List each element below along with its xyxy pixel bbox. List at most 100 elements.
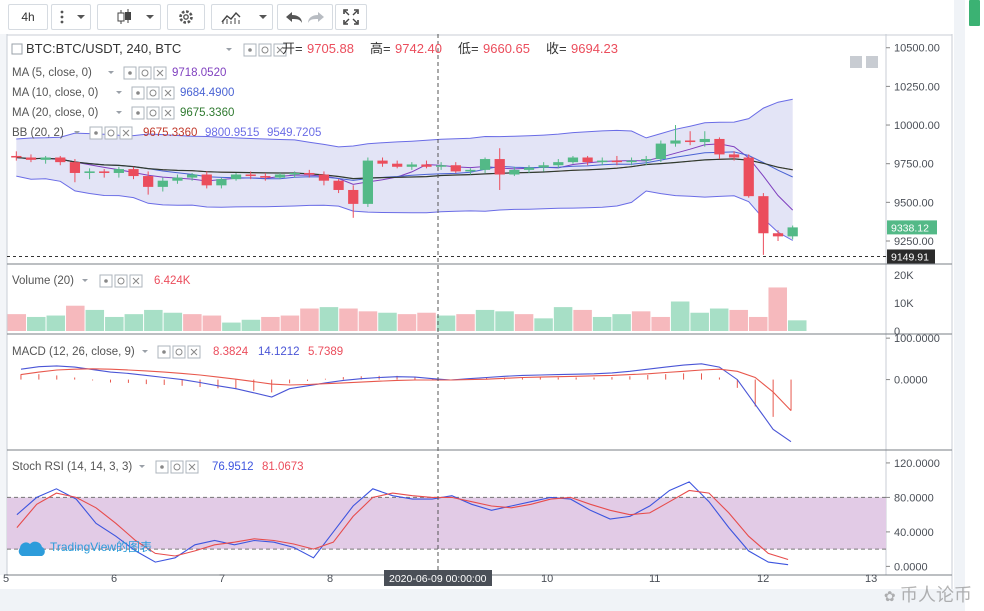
stoch-tick-label: 120.0000 bbox=[894, 458, 940, 470]
ohlc-value: 9742.40 bbox=[395, 41, 442, 56]
candle-body bbox=[728, 154, 740, 158]
indicators-button[interactable] bbox=[211, 4, 273, 30]
volume-bar bbox=[163, 312, 183, 331]
settings-icon[interactable] bbox=[104, 126, 118, 140]
stoch-rsi-pane[interactable]: 0.0000 40.0000 80.0000 120.0000 TradingView的… bbox=[7, 458, 940, 573]
volume-legend[interactable]: Volume (20) 6.424K bbox=[12, 274, 191, 288]
volume-bar bbox=[378, 312, 397, 331]
time-tick-label: 11 bbox=[649, 573, 660, 585]
volume-bar bbox=[787, 320, 807, 331]
candle-body bbox=[743, 157, 754, 197]
time-axis[interactable]: 56789101112132020-06-09 00:00:00 bbox=[3, 34, 877, 586]
last-price-label: 9338.12 bbox=[891, 222, 929, 234]
settings-icon[interactable] bbox=[138, 66, 152, 80]
chart-area[interactable]: 9250.009500.009750.0010000.0010250.00105… bbox=[0, 34, 954, 611]
candle-body bbox=[55, 157, 66, 163]
volume-bar bbox=[612, 314, 631, 331]
candle-body bbox=[435, 165, 447, 167]
candle-body bbox=[641, 159, 652, 161]
macd-pane[interactable]: 0.0000 100.0000 bbox=[20, 333, 940, 443]
candle-body bbox=[582, 157, 593, 163]
price-pane[interactable]: 9250.00 9500.00 9750.00 10000.00 10250.00 105… bbox=[7, 43, 940, 264]
ohlc-value: 9694.23 bbox=[571, 41, 618, 56]
candle-body bbox=[274, 174, 286, 178]
tradingview-branding[interactable]: TradingView的图表 bbox=[18, 539, 152, 556]
hline-price-label: 9149.91 bbox=[891, 251, 929, 263]
stoch-tick-label: 80.0000 bbox=[894, 492, 934, 504]
candle-body bbox=[655, 143, 666, 160]
candle-body bbox=[406, 164, 417, 167]
candle-body bbox=[465, 169, 476, 172]
scrollbar-thumb[interactable] bbox=[969, 0, 980, 26]
interval-dropdown[interactable] bbox=[51, 4, 91, 30]
candle-body bbox=[450, 165, 461, 172]
bb-band bbox=[16, 99, 793, 241]
candle-body bbox=[186, 174, 198, 178]
volume-bar bbox=[261, 316, 280, 331]
legend-row-ma5[interactable]: MA (5, close, 0) 9718.0520 bbox=[12, 66, 226, 80]
legend-label: BB (20, 2) bbox=[12, 127, 64, 139]
settings-button[interactable] bbox=[167, 4, 205, 30]
legend-value: 5.7389 bbox=[308, 346, 343, 358]
candle-body bbox=[289, 172, 300, 175]
volume-pane[interactable]: 0 10K 20K bbox=[7, 270, 915, 338]
candle-body bbox=[172, 177, 183, 181]
legend-value: 6.424K bbox=[154, 275, 191, 287]
time-tick-label: 10 bbox=[541, 573, 553, 585]
candle-body bbox=[362, 160, 374, 204]
up-arrow-icon[interactable] bbox=[866, 56, 878, 68]
time-tick-label: 8 bbox=[327, 573, 333, 585]
bb-lower-line bbox=[16, 175, 793, 241]
ma20-line bbox=[16, 156, 793, 180]
stoch-tick-label: 0.0000 bbox=[894, 561, 928, 573]
bb-upper-line bbox=[16, 98, 793, 148]
settings-icon[interactable] bbox=[172, 345, 186, 359]
volume-bar bbox=[592, 316, 612, 331]
legend-row-bb[interactable]: BB (20, 2) 9675.3360 9800.9515 9549.7205 bbox=[12, 126, 321, 140]
legend-row-ma20[interactable]: MA (20, close, 0) 9675.3360 bbox=[12, 106, 234, 120]
candle-body bbox=[509, 169, 520, 175]
price-legend[interactable]: BTC:BTC/USDT, 240, BTC 开= 9705.88 高= 9742.40… bbox=[11, 41, 618, 140]
candle-body bbox=[626, 160, 637, 163]
candle-body bbox=[25, 157, 37, 160]
redo-icon[interactable] bbox=[308, 12, 324, 23]
fullscreen-button[interactable] bbox=[335, 4, 367, 30]
interval-label: 4h bbox=[21, 10, 35, 24]
candle-body bbox=[523, 167, 535, 170]
page-scrollbar[interactable] bbox=[965, 0, 984, 611]
candle-body bbox=[699, 138, 710, 143]
ohlc-value: 9660.65 bbox=[483, 41, 530, 56]
legend-value: 9684.4900 bbox=[180, 87, 234, 99]
stoch-legend[interactable]: Stoch RSI (14, 14, 3, 3) 76.9512 81.0673 bbox=[12, 460, 304, 474]
candle-body bbox=[230, 174, 242, 180]
time-tick-label: 5 bbox=[3, 573, 9, 585]
volume-bar bbox=[456, 314, 475, 331]
price-tick-label: 10250.00 bbox=[894, 81, 940, 93]
chart-type-button[interactable] bbox=[97, 4, 161, 30]
volume-bar bbox=[436, 315, 456, 331]
volume-bar bbox=[339, 308, 358, 331]
settings-icon[interactable] bbox=[258, 43, 272, 57]
hline-price-tag bbox=[887, 249, 935, 264]
settings-icon[interactable] bbox=[114, 274, 128, 288]
volume-tick-label: 10K bbox=[894, 298, 914, 310]
volume-bar bbox=[183, 314, 202, 331]
undo-icon[interactable] bbox=[286, 12, 302, 23]
watermark-text: 币人论币 bbox=[900, 585, 972, 606]
settings-icon[interactable] bbox=[170, 460, 184, 474]
macd-legend[interactable]: MACD (12, 26, close, 9) 8.3824 14.1212 5.73… bbox=[12, 345, 343, 359]
settings-icon[interactable] bbox=[146, 86, 160, 100]
volume-bar bbox=[144, 309, 163, 331]
price-tick-label: 10500.00 bbox=[894, 43, 940, 55]
time-tick-label: 13 bbox=[865, 573, 877, 585]
volume-bar bbox=[690, 312, 709, 331]
volume-bar bbox=[202, 315, 222, 331]
settings-icon[interactable] bbox=[146, 106, 160, 120]
legend-label: MA (10, close, 0) bbox=[12, 87, 98, 99]
down-arrow-icon[interactable] bbox=[850, 56, 862, 68]
watermark-icon: ✿ bbox=[883, 589, 900, 605]
candle-body bbox=[567, 157, 579, 163]
branding-text: TradingView的图表 bbox=[50, 539, 152, 554]
legend-row-ma10[interactable]: MA (10, close, 0) 9684.4900 bbox=[12, 86, 234, 100]
interval-button[interactable]: 4h bbox=[8, 4, 48, 30]
